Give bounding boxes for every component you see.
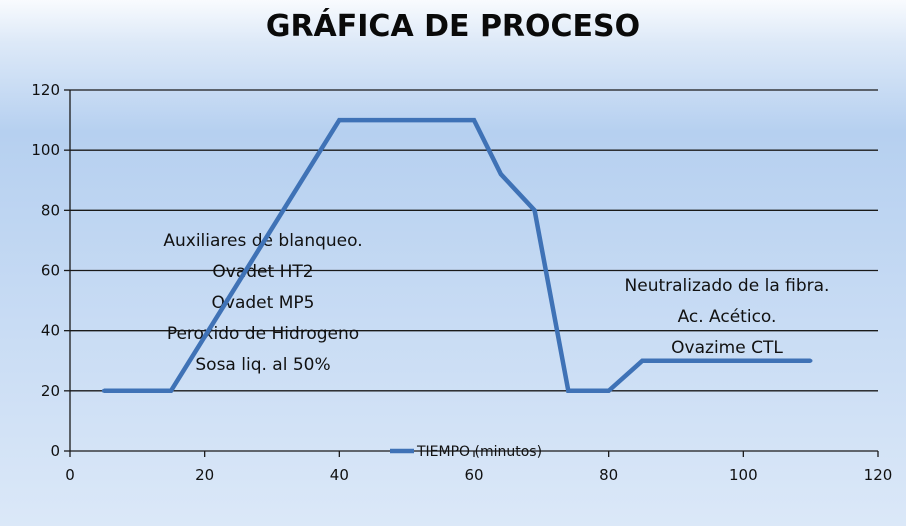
data-point	[532, 208, 537, 213]
series	[101, 117, 813, 394]
x-tick-label: 120	[864, 466, 893, 484]
data-point	[337, 118, 342, 122]
series-line-0	[103, 117, 811, 394]
x-tick-label: 100	[729, 466, 758, 484]
annotations: Auxiliares de blanqueo.Ovadet HT2Ovadet …	[163, 231, 829, 375]
x-tick-label: 20	[195, 466, 214, 484]
annotation-line: Ovadet HT2	[212, 262, 313, 282]
annotation-line: Ovazime CTL	[671, 338, 783, 358]
chart-title: GRÁFICA DE PROCESO	[266, 8, 640, 44]
y-tick-label: 0	[50, 442, 60, 460]
grid	[70, 89, 878, 392]
y-tick-label: 80	[41, 201, 60, 219]
data-point	[101, 389, 106, 393]
data-point	[169, 389, 173, 393]
x-tick-label: 40	[330, 466, 349, 484]
data-point	[808, 358, 813, 363]
x-tick-label: 80	[599, 466, 618, 484]
y-tick-label: 20	[41, 382, 60, 400]
data-point	[606, 389, 611, 393]
legend: TIEMPO (minutos)	[390, 444, 542, 460]
y-tick-label: 100	[31, 141, 60, 159]
x-tick-label: 60	[464, 466, 483, 484]
annotation-line: Ovadet MP5	[212, 293, 315, 313]
annotation-line: Sosa liq. al 50%	[195, 355, 330, 375]
y-tick-label: 60	[41, 262, 60, 280]
data-point	[499, 172, 503, 177]
data-point	[566, 389, 571, 393]
legend-label: TIEMPO (minutos)	[416, 444, 542, 460]
y-tick-label: 40	[41, 322, 60, 340]
data-point	[472, 118, 476, 122]
data-point	[640, 358, 645, 363]
ticks: 0 20 40 60 80 100 120 0 20 40 60 80 100 120	[31, 81, 892, 484]
x-tick-label: 0	[65, 466, 75, 484]
annotation-line: Ac. Acético.	[678, 307, 777, 327]
axes	[64, 89, 879, 457]
annotation-line: Neutralizado de la fibra.	[625, 276, 830, 296]
annotation-line: Peroxido de Hidrogeno	[167, 324, 359, 344]
y-tick-label: 120	[31, 81, 60, 99]
